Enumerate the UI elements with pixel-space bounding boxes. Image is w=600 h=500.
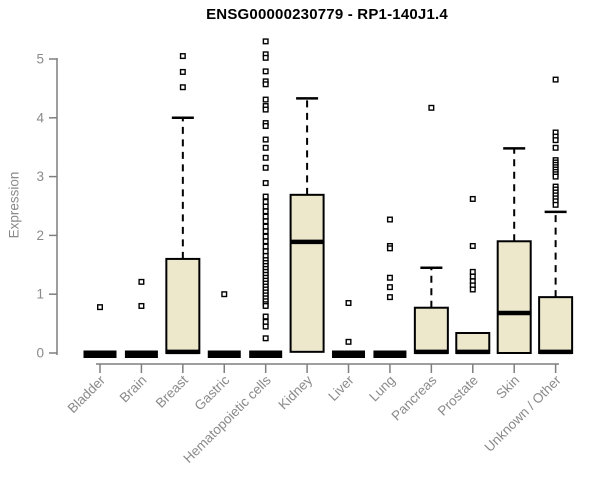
outlier-unknown-other	[552, 76, 559, 83]
box-gastric	[207, 350, 241, 358]
outlier-hematopoietic-cells	[262, 136, 269, 143]
outlier-hematopoietic-cells	[262, 154, 269, 161]
outlier-liver	[345, 338, 352, 345]
outlier-hematopoietic-cells	[262, 243, 269, 250]
outlier-unknown-other	[552, 173, 559, 180]
outlier-lung	[386, 216, 393, 223]
box-bladder	[83, 350, 117, 358]
box-liver	[332, 350, 366, 358]
outlier-hematopoietic-cells	[262, 164, 269, 171]
chart-title: ENSG00000230779 - RP1-140J1.4	[206, 6, 448, 23]
outlier-hematopoietic-cells	[262, 144, 269, 151]
outlier-liver	[345, 300, 352, 307]
outlier-breast	[179, 53, 186, 60]
outlier-prostate	[469, 195, 476, 202]
box-lung	[373, 350, 407, 358]
box-skin	[496, 240, 532, 354]
x-category-label-unknown-other: Unknown / Other	[482, 372, 565, 455]
outlier-hematopoietic-cells	[262, 233, 269, 240]
outlier-hematopoietic-cells	[262, 106, 269, 113]
y-tick-label: 3	[36, 169, 44, 184]
y-tick-label: 1	[36, 287, 44, 302]
x-category-label-lung: Lung	[366, 373, 398, 405]
outlier-prostate	[469, 273, 476, 280]
outlier-hematopoietic-cells	[262, 238, 269, 245]
outlier-hematopoietic-cells	[262, 54, 269, 61]
outlier-hematopoietic-cells	[262, 218, 269, 225]
outlier-hematopoietic-cells	[262, 213, 269, 220]
outlier-hematopoietic-cells	[262, 335, 269, 342]
x-category-label-bladder: Bladder	[65, 372, 109, 416]
x-category-label-pancreas: Pancreas	[389, 372, 440, 423]
outlier-hematopoietic-cells	[262, 313, 269, 320]
x-category-label-liver: Liver	[325, 372, 357, 404]
y-tick-label: 4	[36, 110, 44, 125]
outlier-hematopoietic-cells	[262, 198, 269, 205]
outlier-lung	[386, 284, 393, 291]
outlier-pancreas	[428, 104, 435, 111]
x-category-label-brain: Brain	[117, 373, 150, 406]
outlier-bladder	[96, 304, 103, 311]
outlier-hematopoietic-cells	[262, 193, 269, 200]
x-category-label-gastric: Gastric	[192, 372, 233, 413]
outlier-hematopoietic-cells	[262, 123, 269, 130]
outlier-hematopoietic-cells	[262, 96, 269, 103]
outlier-breast	[179, 68, 186, 75]
outlier-lung	[386, 274, 393, 281]
box-kidney	[289, 193, 325, 353]
x-category-label-breast: Breast	[153, 372, 191, 410]
outlier-breast	[179, 84, 186, 91]
outlier-lung	[386, 245, 393, 252]
outlier-hematopoietic-cells	[262, 203, 269, 210]
outlier-hematopoietic-cells	[262, 223, 269, 230]
y-tick-label: 5	[36, 52, 44, 67]
outlier-prostate	[469, 242, 476, 249]
outlier-hematopoietic-cells	[262, 228, 269, 235]
outlier-hematopoietic-cells	[262, 180, 269, 187]
outlier-hematopoietic-cells	[262, 248, 269, 255]
y-tick-label: 0	[36, 346, 44, 361]
box-breast	[165, 257, 201, 355]
outlier-prostate	[469, 268, 476, 275]
outlier-unknown-other	[552, 201, 559, 208]
outlier-lung	[386, 294, 393, 301]
box-brain	[124, 350, 158, 358]
outlier-brain	[138, 278, 145, 285]
box-pancreas	[413, 306, 449, 354]
outlier-hematopoietic-cells	[262, 318, 269, 325]
outlier-hematopoietic-cells	[262, 81, 269, 88]
outlier-unknown-other	[552, 137, 559, 144]
outlier-hematopoietic-cells	[262, 302, 269, 309]
x-category-label-kidney: Kidney	[275, 372, 315, 412]
outlier-gastric	[221, 291, 228, 298]
outlier-prostate	[469, 286, 476, 293]
box-unknown-other	[538, 296, 574, 355]
outlier-hematopoietic-cells	[262, 38, 269, 45]
y-tick-label: 2	[36, 228, 44, 243]
box-hematopoietic-cells	[249, 350, 283, 358]
outlier-unknown-other	[552, 144, 559, 151]
outlier-hematopoietic-cells	[262, 208, 269, 215]
x-category-label-prostate: Prostate	[435, 373, 481, 419]
outlier-hematopoietic-cells	[262, 323, 269, 330]
x-category-label-skin: Skin	[493, 373, 522, 402]
outlier-hematopoietic-cells	[262, 68, 269, 75]
outlier-brain	[138, 302, 145, 309]
